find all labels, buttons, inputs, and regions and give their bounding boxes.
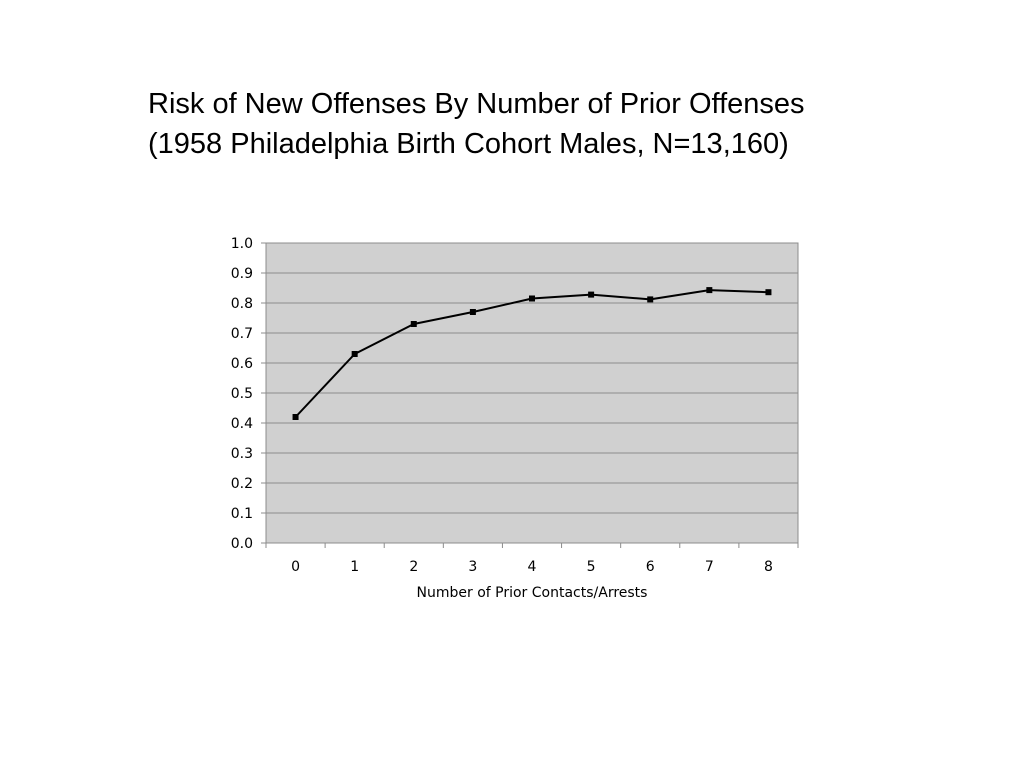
y-tick-label-5: 0.5 [231, 386, 253, 402]
data-point-2 [410, 321, 417, 327]
y-tick-label-8: 0.8 [231, 296, 253, 312]
data-point-4 [529, 295, 535, 302]
y-tick-label-9: 0.9 [231, 266, 253, 282]
y-tick-label-4: 0.4 [231, 416, 253, 432]
chart-title: Risk of New Offenses By Number of Prior … [148, 84, 805, 164]
y-tick-label-0: 0.0 [231, 536, 253, 552]
y-tick-label-3: 0.3 [231, 446, 253, 462]
data-point-3 [469, 309, 476, 315]
plot-border [265, 242, 799, 544]
data-point-6 [647, 296, 654, 303]
data-point-7 [706, 287, 713, 294]
chart-title-line-1: Risk of New Offenses By Number of Prior … [148, 88, 805, 120]
data-point-0 [292, 414, 299, 420]
x-tick-label-5: 5 [587, 559, 596, 575]
x-tick-label-3: 3 [468, 559, 477, 575]
y-tick-label-1: 0.1 [231, 506, 253, 522]
data-point-8 [765, 289, 772, 296]
x-tick-label-6: 6 [646, 559, 655, 575]
x-axis-title: Number of Prior Contacts/Arrests [417, 585, 648, 601]
x-tick-label-7: 7 [705, 559, 714, 575]
y-tick-label-10: 1.0 [231, 236, 253, 252]
x-tick-label-8: 8 [764, 559, 773, 575]
data-point-5 [588, 291, 595, 298]
y-tick-label-6: 0.6 [231, 356, 253, 372]
y-tick-label-2: 0.2 [231, 476, 253, 492]
chart-title-line-2: (1958 Philadelphia Birth Cohort Males, N… [148, 128, 789, 160]
x-tick-label-1: 1 [350, 559, 359, 575]
x-tick-label-4: 4 [528, 559, 537, 575]
y-tick-label-7: 0.7 [231, 326, 253, 342]
x-tick-label-2: 2 [409, 559, 418, 575]
data-point-1 [351, 351, 358, 357]
x-tick-label-0: 0 [291, 559, 300, 575]
